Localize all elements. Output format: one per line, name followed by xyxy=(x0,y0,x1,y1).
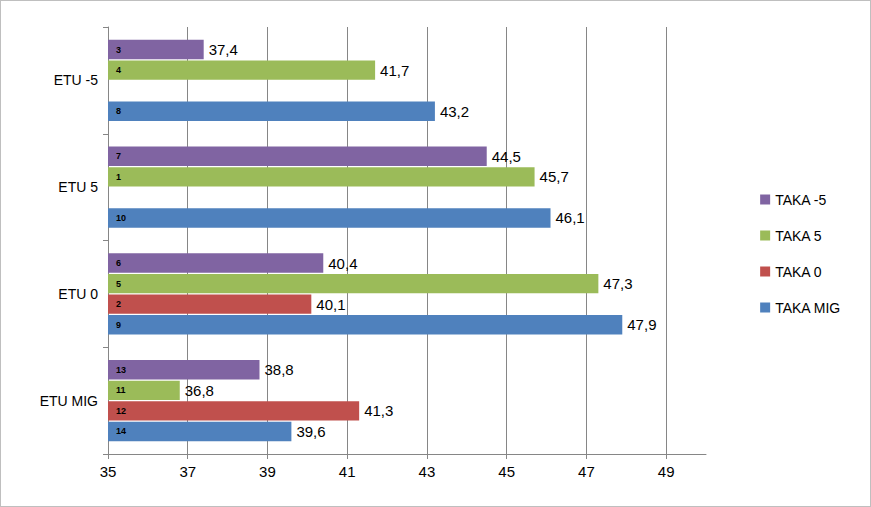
svg-text:47,3: 47,3 xyxy=(603,275,632,292)
svg-text:35: 35 xyxy=(100,463,117,480)
svg-text:41,7: 41,7 xyxy=(380,62,409,79)
svg-text:36,8: 36,8 xyxy=(185,382,214,399)
svg-text:40,4: 40,4 xyxy=(328,255,357,272)
svg-text:45,7: 45,7 xyxy=(540,168,569,185)
svg-text:11: 11 xyxy=(116,385,126,395)
svg-text:12: 12 xyxy=(116,406,126,416)
svg-text:9: 9 xyxy=(116,320,121,330)
svg-text:8: 8 xyxy=(116,106,121,116)
svg-text:ETU MIG: ETU MIG xyxy=(40,393,98,409)
svg-text:TAKA 0: TAKA 0 xyxy=(775,264,822,280)
svg-text:ETU -5: ETU -5 xyxy=(54,72,99,88)
svg-text:ETU 5: ETU 5 xyxy=(58,179,98,195)
svg-text:5: 5 xyxy=(116,279,121,289)
svg-text:39,6: 39,6 xyxy=(296,423,325,440)
svg-text:41: 41 xyxy=(339,463,356,480)
svg-text:6: 6 xyxy=(116,258,121,268)
svg-text:47,9: 47,9 xyxy=(627,316,656,333)
svg-text:38,8: 38,8 xyxy=(264,361,293,378)
svg-text:40,1: 40,1 xyxy=(316,296,345,313)
svg-text:ETU 0: ETU 0 xyxy=(58,286,98,302)
svg-text:43: 43 xyxy=(419,463,436,480)
svg-text:43,2: 43,2 xyxy=(440,103,469,120)
svg-text:TAKA 5: TAKA 5 xyxy=(775,228,822,244)
svg-text:47: 47 xyxy=(578,463,595,480)
svg-text:2: 2 xyxy=(116,299,121,309)
svg-text:45: 45 xyxy=(498,463,515,480)
svg-text:7: 7 xyxy=(116,151,121,161)
svg-text:37: 37 xyxy=(179,463,196,480)
svg-text:13: 13 xyxy=(116,365,126,375)
svg-text:14: 14 xyxy=(116,426,126,436)
svg-text:TAKA MIG: TAKA MIG xyxy=(775,300,840,316)
svg-text:41,3: 41,3 xyxy=(364,402,393,419)
svg-text:49: 49 xyxy=(658,463,675,480)
svg-text:46,1: 46,1 xyxy=(556,209,585,226)
svg-text:10: 10 xyxy=(116,213,126,223)
svg-text:3: 3 xyxy=(116,45,121,55)
svg-text:TAKA -5: TAKA -5 xyxy=(775,192,826,208)
svg-text:1: 1 xyxy=(116,172,121,182)
svg-text:39: 39 xyxy=(259,463,276,480)
svg-text:4: 4 xyxy=(116,65,121,75)
svg-text:44,5: 44,5 xyxy=(492,148,521,165)
svg-text:37,4: 37,4 xyxy=(209,41,238,58)
